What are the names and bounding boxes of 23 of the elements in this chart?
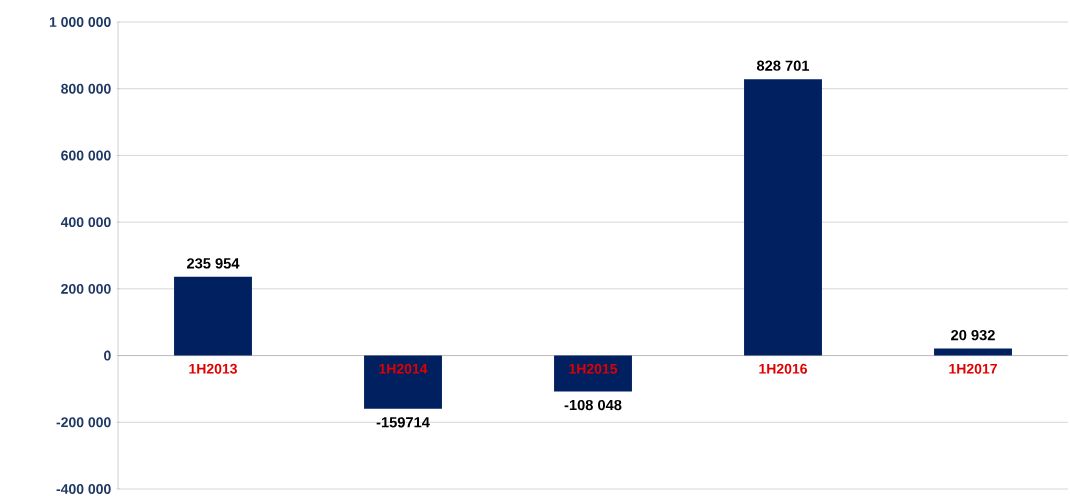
- data-label: -159714: [376, 417, 430, 428]
- data-label: 235 954: [187, 258, 240, 269]
- x-tick-label: 1H2013: [189, 363, 237, 374]
- data-label: -108 048: [564, 399, 622, 411]
- y-tick-label: 1 000 000: [49, 17, 111, 27]
- y-tick-label: 800 000: [61, 83, 111, 94]
- x-tick-label: 1H2016: [759, 363, 808, 374]
- y-tick-label: 600 000: [61, 150, 111, 161]
- bar: [934, 348, 1012, 356]
- x-tick-label: 1H2017: [949, 363, 997, 374]
- bar: [554, 355, 632, 392]
- data-label: 828 701: [756, 60, 810, 71]
- y-tick-label: -400 000: [56, 484, 111, 494]
- bar: [364, 355, 442, 409]
- x-tick-label: 1H2014: [379, 363, 428, 374]
- data-label: 20 932: [951, 329, 995, 341]
- y-tick-label: 400 000: [60, 217, 111, 228]
- y-tick-label: 0: [104, 350, 111, 361]
- x-tick-label: 1H2015: [569, 363, 618, 374]
- y-tick-label: -200 000: [56, 417, 111, 428]
- bar: [744, 79, 822, 356]
- y-tick-label: 200 000: [61, 283, 111, 294]
- bar: [174, 276, 252, 356]
